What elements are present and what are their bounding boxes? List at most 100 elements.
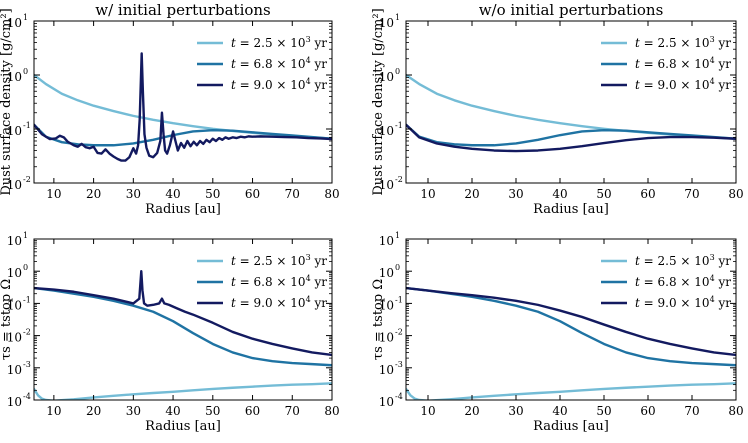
y-tick-label: 10 [7,234,22,248]
series-line-1 [406,382,736,400]
x-tick-label: 60 [640,187,655,201]
legend-label: t = 6.8 × 104 yr [635,274,731,289]
y-tick-label: 10 [7,70,22,84]
y-tick-exponent: -2 [23,175,31,184]
y-tick-label: 10 [7,331,22,345]
x-axis-label: Radius [au] [533,419,609,434]
x-tick-label: 70 [285,404,300,418]
series-line-1 [34,382,332,400]
y-tick-exponent: -3 [395,360,403,369]
legend-label: t = 2.5 × 103 yr [231,253,327,268]
chart-title: w/ initial perturbations [95,1,271,19]
y-tick-exponent: 0 [23,263,28,272]
x-tick-label: 30 [126,187,141,201]
legend-label: t = 2.5 × 103 yr [231,35,327,50]
y-tick-label: 10 [7,266,22,280]
y-tick-label: 10 [379,298,394,312]
y-tick-exponent: 1 [23,231,28,240]
y-tick-label: 10 [7,178,22,192]
y-tick-exponent: -4 [23,392,31,401]
series-line-2 [34,286,332,367]
y-tick-label: 10 [379,70,394,84]
x-tick-label: 50 [596,187,611,201]
y-tick-label: 10 [379,266,394,280]
plot-frame [405,238,737,401]
series-line-2 [34,123,332,147]
x-tick-label: 60 [245,187,260,201]
plot-frame [33,20,333,184]
y-axis-label: Dust surface density [g/cm²] [0,8,14,195]
y-axis-label: τs = tstop Ω [0,279,14,360]
x-tick-label: 40 [165,187,180,201]
x-tick-label: 70 [285,187,300,201]
x-tick-label: 10 [46,187,61,201]
y-tick-exponent: 0 [395,67,400,76]
x-tick-label: 30 [508,404,523,418]
x-tick-label: 10 [420,187,435,201]
x-tick-label: 70 [684,187,699,201]
legend-label: t = 9.0 × 104 yr [635,77,731,92]
y-tick-label: 10 [379,234,394,248]
legend-label: t = 9.0 × 104 yr [231,295,327,310]
x-tick-label: 10 [420,404,435,418]
legend-label: t = 6.8 × 104 yr [231,274,327,289]
x-tick-label: 20 [86,187,101,201]
y-tick-exponent: -1 [23,121,31,130]
x-tick-label: 60 [245,404,260,418]
series-line-3 [34,270,332,357]
y-tick-label: 10 [7,124,22,138]
y-tick-label: 10 [7,363,22,377]
series-line-3 [34,52,332,162]
x-tick-label: 80 [324,187,339,201]
y-tick-label: 10 [379,178,394,192]
y-tick-exponent: 1 [395,13,400,22]
x-tick-label: 40 [552,404,567,418]
x-axis-label: Radius [au] [533,202,609,217]
y-axis-label: τs = tstop Ω [371,279,386,360]
x-axis-label: Radius [au] [145,202,221,217]
x-axis-label: Radius [au] [145,419,221,434]
y-tick-label: 10 [7,16,22,30]
y-tick-label: 10 [379,124,394,138]
plot-frame [33,238,333,401]
series-line-3 [406,123,736,153]
y-tick-exponent: 0 [23,67,28,76]
x-tick-label: 40 [552,187,567,201]
y-tick-label: 10 [379,331,394,345]
x-tick-label: 50 [596,404,611,418]
x-tick-label: 20 [464,404,479,418]
y-tick-exponent: -2 [395,175,403,184]
x-tick-label: 70 [684,404,699,418]
plot-frame [405,20,737,184]
y-tick-exponent: -3 [23,360,31,369]
legend-label: t = 9.0 × 104 yr [231,77,327,92]
y-tick-exponent: -1 [395,121,403,130]
x-tick-label: 50 [205,404,220,418]
series-line-2 [406,123,736,147]
x-tick-label: 50 [205,187,220,201]
y-axis-label: Dust surface density [g/cm²] [371,8,386,195]
x-tick-label: 40 [165,404,180,418]
series-line-3 [406,286,736,357]
x-tick-label: 30 [126,404,141,418]
y-tick-exponent: -2 [395,328,403,337]
x-tick-label: 80 [728,404,743,418]
y-tick-label: 10 [379,395,394,409]
y-tick-exponent: -2 [23,328,31,337]
x-tick-label: 20 [464,187,479,201]
legend-label: t = 9.0 × 104 yr [635,295,731,310]
y-tick-exponent: 0 [395,263,400,272]
y-tick-exponent: 1 [395,231,400,240]
x-tick-label: 10 [46,404,61,418]
legend-label: t = 2.5 × 103 yr [635,35,731,50]
y-tick-exponent: -1 [395,295,403,304]
x-tick-label: 80 [728,187,743,201]
x-tick-label: 20 [86,404,101,418]
legend-label: t = 6.8 × 104 yr [635,56,731,71]
x-tick-label: 60 [640,404,655,418]
